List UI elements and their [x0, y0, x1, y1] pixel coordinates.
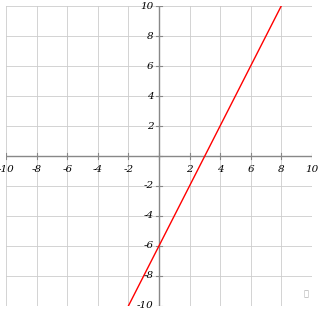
Text: -6: -6 — [143, 241, 154, 250]
Text: 4: 4 — [147, 92, 154, 100]
Text: 6: 6 — [147, 62, 154, 71]
Text: 10: 10 — [305, 165, 318, 174]
Text: -2: -2 — [143, 182, 154, 190]
Text: 4: 4 — [217, 165, 223, 174]
Text: -4: -4 — [143, 212, 154, 220]
Text: 6: 6 — [247, 165, 254, 174]
Text: -10: -10 — [0, 165, 15, 174]
Text: -6: -6 — [62, 165, 73, 174]
Text: -8: -8 — [32, 165, 42, 174]
Text: 8: 8 — [147, 32, 154, 41]
Text: -8: -8 — [143, 271, 154, 280]
Text: -4: -4 — [93, 165, 103, 174]
Text: 2: 2 — [186, 165, 193, 174]
Text: 🔍: 🔍 — [304, 289, 308, 298]
Text: -2: -2 — [123, 165, 134, 174]
Text: 10: 10 — [141, 2, 154, 11]
Text: 2: 2 — [147, 122, 154, 130]
Text: -10: -10 — [137, 301, 154, 310]
Text: 8: 8 — [278, 165, 284, 174]
